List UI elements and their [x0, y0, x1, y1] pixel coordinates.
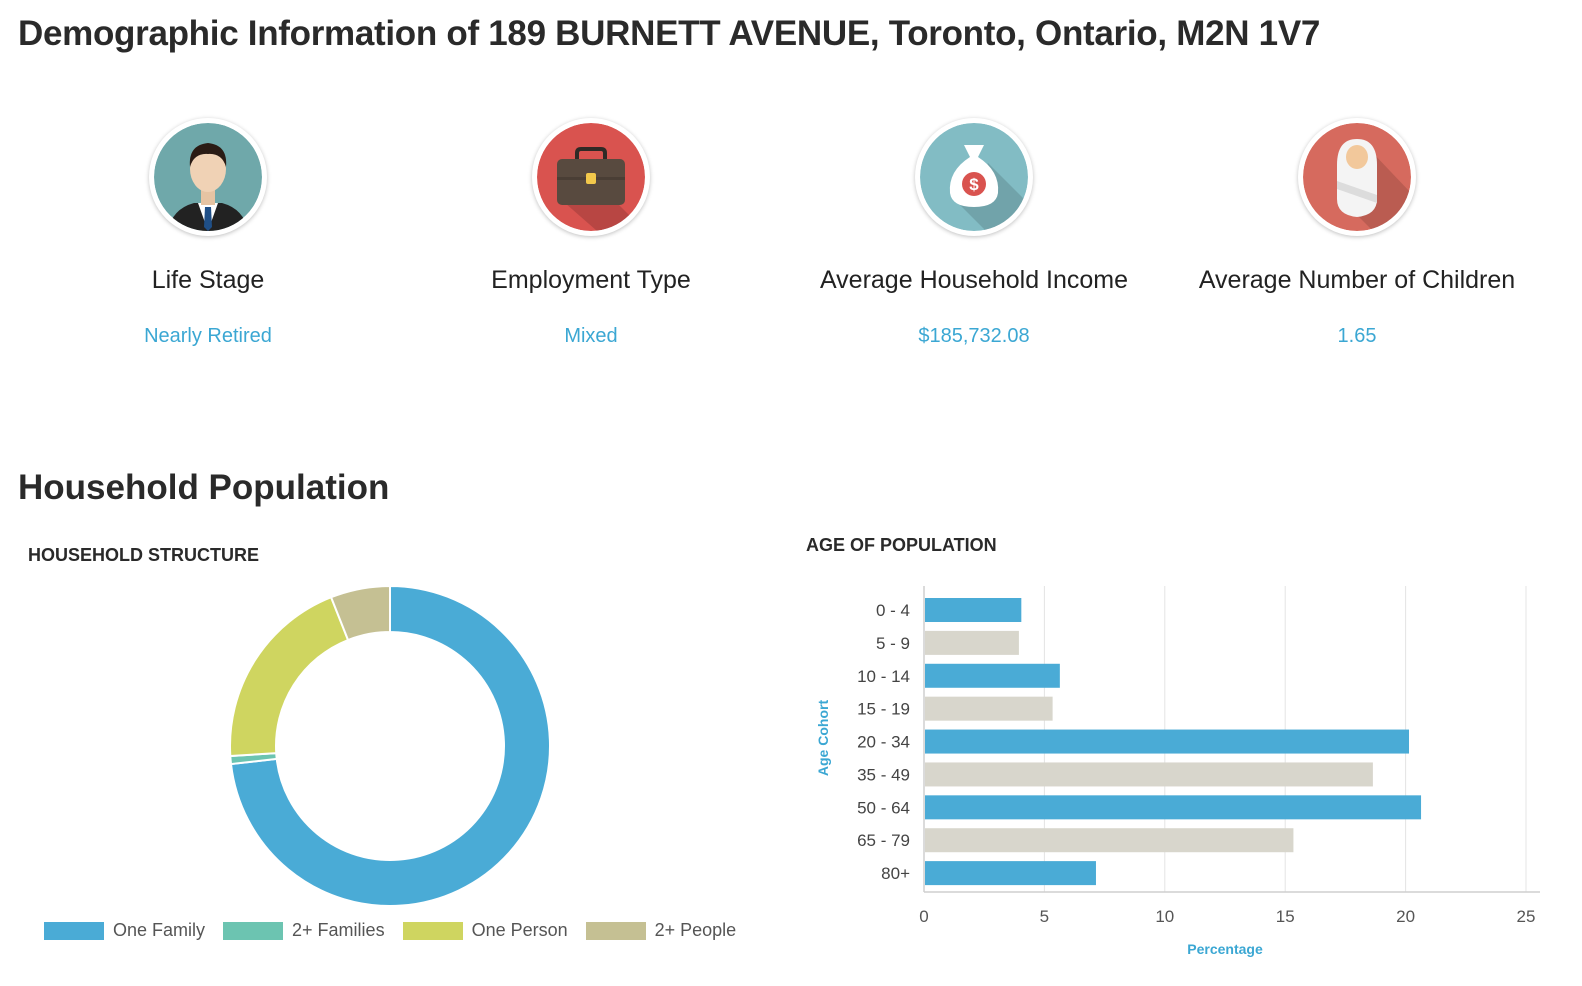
bar-65-79[interactable] [925, 828, 1294, 853]
stat-value: $185,732.08 [918, 325, 1030, 347]
household-structure-legend: One Family 2+ Families One Person 2+ People [44, 920, 754, 941]
legend-label: 2+ Families [292, 920, 385, 940]
legend-label: 2+ People [654, 920, 737, 940]
stat-value: Nearly Retired [144, 325, 272, 347]
household-structure-chart [229, 584, 551, 907]
y-tick-label: 65 - 79 [857, 831, 910, 850]
money-bag-icon: $ [915, 118, 1033, 236]
bar-0-4[interactable] [925, 598, 1022, 622]
bar-10-14[interactable] [925, 663, 1060, 688]
stat-life-stage: Life Stage Nearly Retired [18, 118, 398, 348]
stat-label: Employment Type [491, 266, 691, 294]
legend-item-2plus-people[interactable]: 2+ People [585, 920, 737, 941]
bar-35-49[interactable] [925, 762, 1373, 787]
household-structure-title: HOUSEHOLD STRUCTURE [28, 545, 260, 565]
x-tick-label: 10 [1155, 907, 1174, 926]
x-tick-label: 25 [1517, 907, 1536, 926]
stat-value: 1.65 [1337, 325, 1377, 347]
bar-20-34[interactable] [925, 729, 1410, 754]
briefcase-icon [532, 118, 650, 236]
x-axis-label: Percentage [1187, 941, 1263, 957]
legend-swatch [402, 921, 463, 940]
donut-slice-one-family[interactable] [229, 584, 551, 907]
y-tick-label: 15 - 19 [857, 700, 910, 719]
legend-item-one-person[interactable]: One Person [402, 920, 568, 941]
legend-swatch [44, 921, 104, 940]
bar-15-19[interactable] [925, 696, 1053, 721]
stats-row: Life Stage Nearly Retired Employment Typ… [18, 118, 1554, 368]
legend-item-one-family[interactable]: One Family [44, 920, 205, 941]
stat-value: Mixed [564, 325, 618, 347]
page-title: Demographic Information of 189 BURNETT A… [18, 14, 1321, 53]
bar-50-64[interactable] [925, 795, 1422, 820]
legend-swatch [223, 921, 284, 940]
y-tick-label: 35 - 49 [857, 765, 910, 784]
y-tick-label: 0 - 4 [876, 601, 910, 620]
legend-label: One Person [471, 920, 568, 940]
stat-household-income: $ Average Household Income $185,732.08 [784, 118, 1164, 348]
svg-text:$: $ [969, 175, 979, 194]
bar-5-9[interactable] [925, 630, 1019, 655]
stat-label: Life Stage [151, 266, 265, 294]
x-tick-label: 15 [1276, 907, 1295, 926]
legend-item-2plus-families[interactable]: 2+ Families [223, 920, 385, 941]
section-title: Household Population [18, 468, 390, 507]
y-tick-label: 80+ [881, 864, 910, 883]
stat-number-of-children: Average Number of Children 1.65 [1167, 118, 1547, 348]
stat-employment-type: Employment Type Mixed [401, 118, 781, 348]
stat-label: Average Household Income [819, 266, 1129, 294]
donut-slice-one-person[interactable] [229, 595, 350, 758]
age-of-population-title: AGE OF POPULATION [806, 535, 997, 555]
donut-slice-2plus-people[interactable] [329, 584, 391, 642]
y-tick-label: 5 - 9 [876, 634, 910, 653]
bar-80plus[interactable] [925, 861, 1096, 886]
y-tick-label: 10 - 14 [857, 667, 910, 686]
x-tick-label: 20 [1396, 907, 1415, 926]
y-axis-label: Age Cohort [815, 700, 831, 777]
baby-icon [1298, 118, 1416, 236]
y-tick-label: 50 - 64 [857, 798, 910, 817]
x-tick-label: 0 [919, 907, 928, 926]
y-tick-label: 20 - 34 [857, 733, 910, 752]
age-of-population-chart: 0 5 10 15 20 25 0 - 4 5 - 9 10 - 14 15 - 19 20 - 3… [815, 586, 1540, 957]
legend-label: One Family [113, 920, 206, 940]
person-icon [149, 118, 267, 236]
legend-swatch [585, 921, 646, 940]
stat-label: Average Number of Children [1198, 266, 1516, 294]
x-tick-label: 5 [1040, 907, 1049, 926]
